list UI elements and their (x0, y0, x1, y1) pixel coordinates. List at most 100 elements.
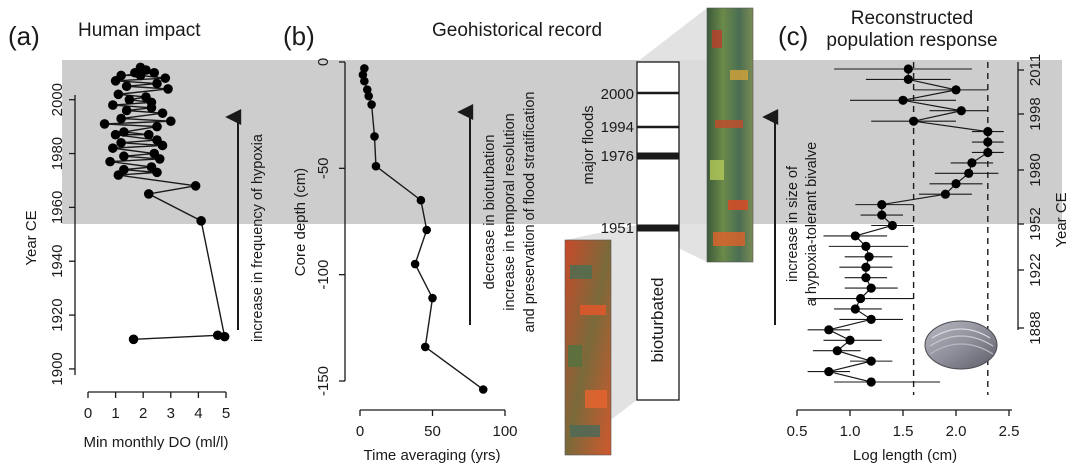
panel-a-data-point (99, 119, 110, 129)
panel-a-y-tick-label: 1900 (49, 352, 66, 385)
panel-c-data-point (903, 74, 913, 85)
panel-a-x-tick-label: 2 (139, 405, 147, 422)
panel-b-y-tick-label: -50 (315, 157, 332, 179)
panel-c-x-tick-label: 2.0 (946, 423, 967, 440)
panel-c: (c) Reconstructed population response 0.… (762, 8, 1070, 464)
panel-a-x-tick-label: 5 (222, 405, 230, 422)
panel-a-data-point (116, 137, 126, 148)
panel-c-right-axis-label: Year CE (1053, 192, 1070, 247)
panel-c-data-point (864, 252, 874, 262)
panel-b-axes: 0 -50 -100 -150 0 50 100 (315, 58, 518, 440)
panel-a-data-point (110, 129, 121, 140)
sediment-core-schematic: 2000 1994 1976 1951 major floods bioturb… (564, 7, 754, 456)
panel-c-data-point (983, 147, 993, 158)
panel-c-right-tick-label: 1888 (1027, 311, 1044, 344)
panel-b-x-tick-label: 50 (424, 423, 441, 440)
panel-a-data-point (141, 92, 151, 102)
panel-b-x-label: Time averaging (yrs) (364, 447, 501, 464)
panel-a-y-label: Year CE (23, 210, 40, 265)
panel-letter-a: (a) (8, 21, 40, 51)
panel-c-data-point (967, 158, 977, 168)
panel-c-data-point (866, 356, 876, 366)
panel-b-data-point (410, 259, 420, 269)
bioturbated-label: bioturbated (648, 277, 667, 362)
panel-a-data-point (128, 334, 139, 345)
panel-a-y-tick-label: 2000 (49, 83, 66, 116)
panel-b-y-ticks: 0 -50 -100 -150 (315, 58, 345, 396)
panel-c-data-point (964, 168, 974, 178)
panel-a-series (99, 62, 230, 345)
panel-a-data-point (143, 129, 154, 140)
panel-b-series (358, 64, 488, 394)
panel-c-arrow-label-2: a hypoxia-tolerant bivalve (804, 142, 820, 306)
panel-a-data-point (143, 189, 154, 199)
panel-a-data-point (152, 121, 162, 132)
panel-c-data-point (824, 325, 834, 335)
panel-a-y-tick-label: 1980 (49, 137, 66, 170)
panel-a-data-point (113, 89, 124, 100)
panel-c-data-point (866, 283, 876, 293)
panel-c-x-tick-label: 2.5 (999, 423, 1020, 440)
panel-a-data-point (135, 62, 146, 73)
panel-c-data-point (983, 127, 993, 137)
panel-a-y-tick-label: 1940 (49, 245, 66, 278)
panel-b-data-point (422, 225, 432, 235)
panel-c-data-point (909, 116, 919, 126)
panel-b-data-point (416, 195, 426, 205)
panel-b-title: Geohistorical record (432, 20, 602, 41)
panel-b-data-point (370, 132, 379, 141)
panel-c-data-point (898, 95, 908, 105)
panel-c-data-point (856, 293, 866, 304)
panel-a-arrow-label: increase in frequency of hypoxia (250, 133, 266, 342)
panel-a-y-tick-label: 1960 (49, 191, 66, 224)
panel-a-x-tick-label: 1 (111, 405, 119, 422)
panel-c-data-point (903, 64, 913, 74)
panel-c-x-tick-label: 1.0 (840, 423, 861, 440)
flood-year-1994: 1994 (601, 119, 634, 136)
panel-a-x-ticks: 0 1 2 3 4 5 (84, 392, 230, 422)
panel-a-data-point (149, 148, 160, 159)
panel-a-data-point (121, 105, 132, 116)
panel-c-title-1: Reconstructed (851, 8, 974, 29)
panel-a-data-point (116, 70, 126, 81)
panel-b-data-point (478, 385, 488, 394)
panel-c-data-point (983, 137, 993, 147)
core-photo-top (706, 7, 754, 263)
panel-c-right-tick-label: 1922 (1027, 253, 1044, 286)
panel-b-data-point (360, 76, 369, 86)
panel-a-y-ticks: 1900 1920 1940 1960 1980 2000 (49, 83, 75, 386)
panel-c-data-point (887, 220, 898, 231)
panel-a-data-point (163, 84, 173, 94)
panel-a: (a) Human impact 19001920194019601980200… (8, 20, 266, 451)
panel-a-title: Human impact (78, 20, 201, 41)
panel-a-data-point (124, 94, 135, 105)
panel-a-axes: 1900 1920 1940 1960 1980 2000 0 1 2 3 4 5 (49, 83, 230, 422)
panel-c-x-ticks: 0.5 1.0 1.5 2.0 2.5 (787, 410, 1020, 440)
panel-a-x-tick-label: 4 (194, 405, 202, 422)
panel-a-data-point (108, 100, 118, 110)
panel-b-arrow-label-1: decrease in bioturbation (482, 135, 498, 290)
panel-c-axes: 0.5 1.0 1.5 2.0 2.5 2011 1998 1980 1952 1922 1888 (787, 54, 1044, 440)
panel-c-data-point (861, 262, 871, 272)
panel-a-data-point (219, 331, 230, 342)
panel-c-right-tick-label: 1952 (1027, 207, 1044, 240)
panel-b-data-point (371, 161, 381, 171)
panel-c-data-point (877, 200, 887, 210)
panel-a-data-point (157, 108, 168, 118)
panel-b-y-tick-label: 0 (315, 58, 332, 66)
flood-year-1951: 1951 (601, 220, 634, 237)
panel-c-data-point (850, 231, 860, 241)
panel-c-data-point (850, 304, 860, 314)
panel-b-x-ticks: 0 50 100 (356, 410, 518, 440)
shaded-band (62, 60, 1062, 224)
panel-a-series-line (104, 66, 226, 341)
panel-c-x-tick-label: 0.5 (787, 423, 808, 440)
panel-a-data-point (190, 181, 201, 191)
panel-c-right-ticks: 2011 1998 1980 1952 1922 1888 (1018, 54, 1044, 345)
panel-c-title-2: population response (826, 30, 997, 51)
panel-a-data-point (108, 143, 118, 153)
panel-c-series (807, 64, 1004, 387)
panel-b-data-point (364, 91, 374, 101)
panel-c-x-tick-label: 1.5 (893, 423, 914, 440)
